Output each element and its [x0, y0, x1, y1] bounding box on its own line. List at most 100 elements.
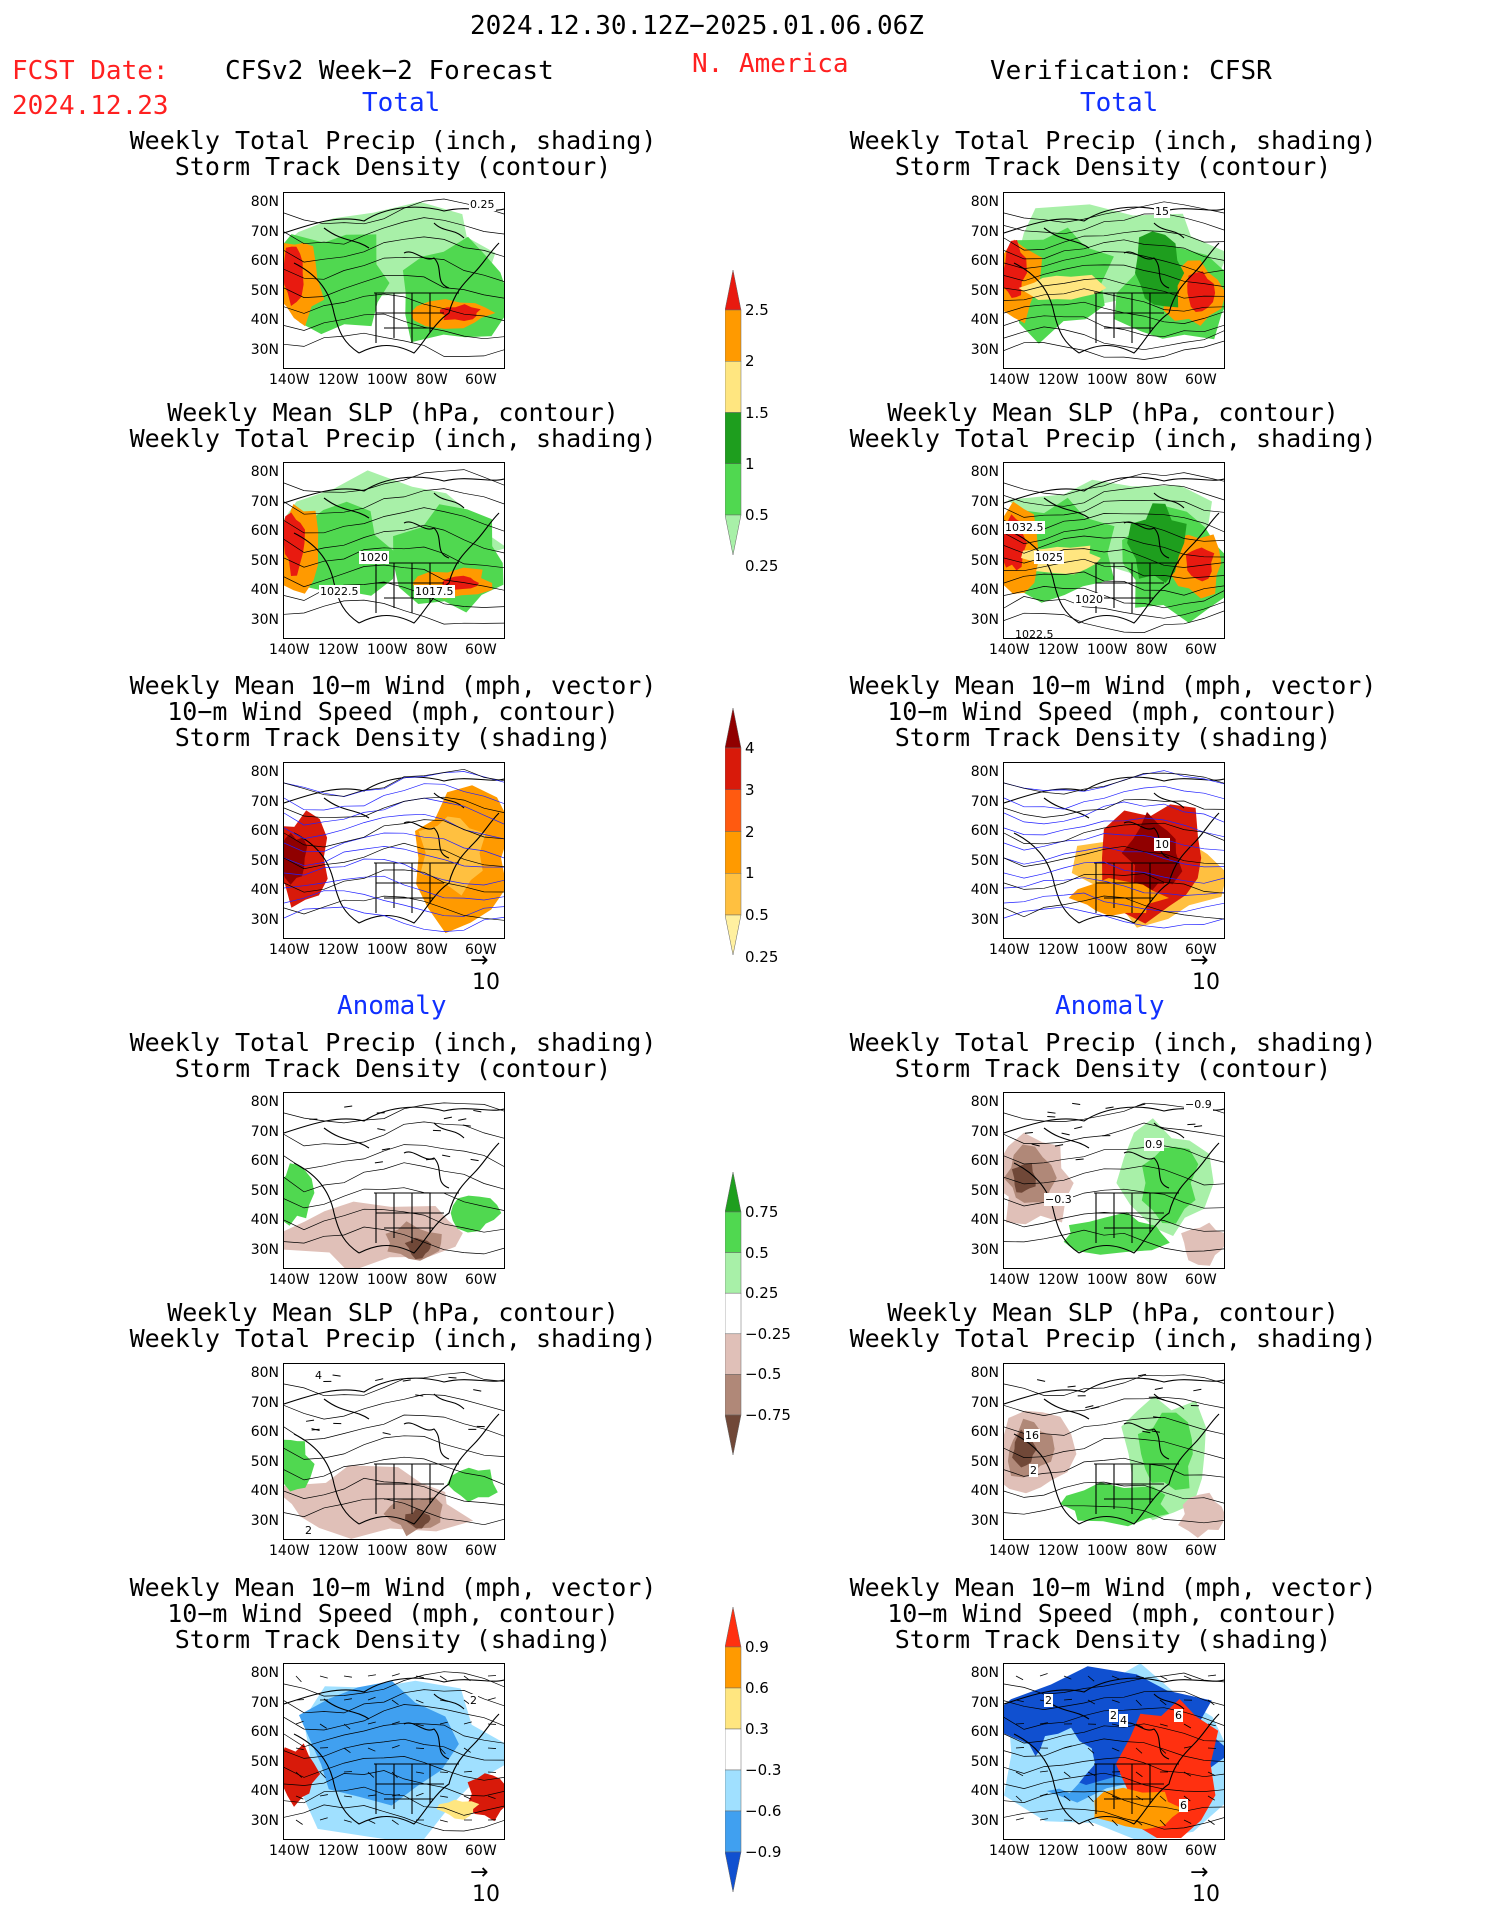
- lon-tick-label: 80W: [1136, 1843, 1168, 1859]
- contour-line: [284, 819, 504, 848]
- dashed-contour: [1142, 1430, 1151, 1434]
- wind-vector: [415, 1792, 424, 1797]
- verif-wind-total-title: Weekly Mean 10−m Wind (mph, vector) 10−m …: [793, 673, 1433, 751]
- storm-anomaly: [284, 1743, 321, 1807]
- wind-vector: [439, 1747, 446, 1755]
- precip-anomaly: [284, 1439, 315, 1492]
- lon-tick-label: 140W: [269, 942, 310, 958]
- verification-title: Verification: CFSR: [990, 56, 1272, 86]
- contour-label: −0.9: [1184, 1098, 1213, 1111]
- lon-tick-label: 120W: [1038, 1272, 1079, 1288]
- wind-vector: [319, 1771, 326, 1779]
- wind-vector: [1015, 1771, 1024, 1777]
- dashed-contour: [305, 1419, 315, 1422]
- panel-title-line: Weekly Mean SLP (hPa, contour): [167, 1298, 619, 1327]
- lat-tick-label: 50N: [970, 1182, 999, 1199]
- contour-line: [1004, 1145, 1224, 1165]
- fcst-precip-anom-title: Weekly Total Precip (inch, shading) Storm…: [73, 1030, 713, 1082]
- lon-tick-label: 120W: [318, 642, 359, 658]
- verif-precip-total-map: 15: [1003, 192, 1225, 369]
- colorbar-label: 0.75: [745, 1203, 779, 1221]
- panel-title-line: Storm Track Density (contour): [174, 1054, 612, 1083]
- wind-vector: [439, 1819, 448, 1823]
- contour-line: [1004, 315, 1224, 338]
- lat-tick-label: 50N: [250, 552, 279, 569]
- contour-line: [284, 1372, 504, 1397]
- wind-vector: [295, 1747, 304, 1751]
- contour-line: [1004, 277, 1224, 299]
- wind-vector: [1111, 1819, 1118, 1826]
- lat-tick-label: 80N: [250, 764, 279, 780]
- wind-vector: [1135, 1675, 1144, 1679]
- lat-tick-label: 70N: [250, 793, 279, 810]
- contour-line: [1004, 877, 1224, 896]
- map-plot: [1004, 770, 1224, 929]
- fcst-slp-total-title: Weekly Mean SLP (hPa, contour) Weekly Tot…: [73, 400, 713, 452]
- precip-shading: [1018, 274, 1107, 300]
- contour-line: [284, 846, 504, 868]
- contour-line: [1004, 586, 1224, 609]
- lon-tick-label: 80W: [416, 1843, 448, 1859]
- lat-tick-label: 70N: [250, 1123, 279, 1140]
- colorbar-segment: [724, 1292, 742, 1335]
- colorbar-label: 0.9: [745, 1638, 769, 1656]
- lon-tick-label: 60W: [465, 642, 497, 658]
- wind-vector: [1111, 1675, 1120, 1680]
- colorbar-label: 1.5: [745, 403, 769, 422]
- contour-line: [284, 599, 504, 625]
- contour-line: [284, 858, 504, 886]
- lat-tick-label: 40N: [250, 1212, 279, 1228]
- lon-tick-label: 80W: [1136, 1272, 1168, 1288]
- panel-title-line: Weekly Total Precip (inch, shading): [849, 1028, 1377, 1057]
- panel-title-line: Weekly Total Precip (inch, shading): [129, 126, 657, 155]
- fcst-slp-total-map: 1020 1022.5 1017.5: [283, 462, 505, 639]
- lon-tick-label: 120W: [318, 942, 359, 958]
- lat-tick-label: 30N: [970, 1812, 999, 1829]
- colorbar-segment: [724, 1252, 742, 1294]
- lon-tick-label: 80W: [416, 372, 448, 388]
- panel-title-line: Weekly Mean 10−m Wind (mph, vector): [129, 671, 657, 700]
- contour-line: [284, 524, 504, 554]
- dashed-contour: [402, 1379, 411, 1382]
- verif-slp-total-title: Weekly Mean SLP (hPa, contour) Weekly Tot…: [793, 400, 1433, 452]
- coastline-borders: [1004, 476, 1224, 624]
- lat-tick-label: 60N: [250, 1153, 279, 1169]
- lat-tick-label: 40N: [970, 1483, 999, 1499]
- lat-tick-label: 50N: [970, 282, 999, 299]
- wind-vector: [1207, 1819, 1215, 1825]
- contour-line: [284, 564, 504, 591]
- lon-tick-label: 140W: [989, 1543, 1030, 1559]
- lat-tick-label: 50N: [970, 1453, 999, 1470]
- wind-vector: [367, 1674, 376, 1677]
- wind-vector: [1063, 1675, 1072, 1680]
- fcst-precip-anom-map: [283, 1092, 505, 1269]
- lat-tick-label: 30N: [970, 611, 999, 628]
- storm-density: [418, 816, 486, 896]
- contour-line: [284, 875, 504, 901]
- dashed-contour: [1156, 1397, 1165, 1401]
- lon-tick-label: 80W: [1136, 372, 1168, 388]
- fcst-date-label: FCST Date:: [12, 56, 169, 86]
- wind-vector: [1087, 1795, 1094, 1803]
- lat-tick-label: 60N: [970, 1424, 999, 1440]
- contour-line: [284, 1671, 504, 1697]
- vector-reference-value: 10: [1192, 970, 1220, 995]
- wind-vector: [1015, 1747, 1025, 1749]
- contour-line: [284, 768, 504, 797]
- wind-vector: [1087, 1699, 1096, 1705]
- lat-tick-label: 40N: [250, 582, 279, 598]
- contour-line: [284, 783, 504, 811]
- wind-vector: [1039, 1722, 1048, 1725]
- dashed-contour: [1036, 1379, 1046, 1382]
- colorbar-label: 0.5: [745, 906, 769, 924]
- wind-vector: [1183, 1675, 1192, 1680]
- lon-tick-label: 80W: [416, 1272, 448, 1288]
- lon-tick-label: 60W: [1185, 1272, 1217, 1288]
- contour-label: 6: [1174, 1709, 1183, 1722]
- wind-vector: [1159, 1747, 1167, 1754]
- section-total-verification: Total: [1080, 88, 1159, 118]
- fcst-precip-total-map: 0.25: [283, 192, 505, 369]
- map-plot: [1004, 1102, 1224, 1266]
- lat-tick-label: 80N: [250, 194, 279, 210]
